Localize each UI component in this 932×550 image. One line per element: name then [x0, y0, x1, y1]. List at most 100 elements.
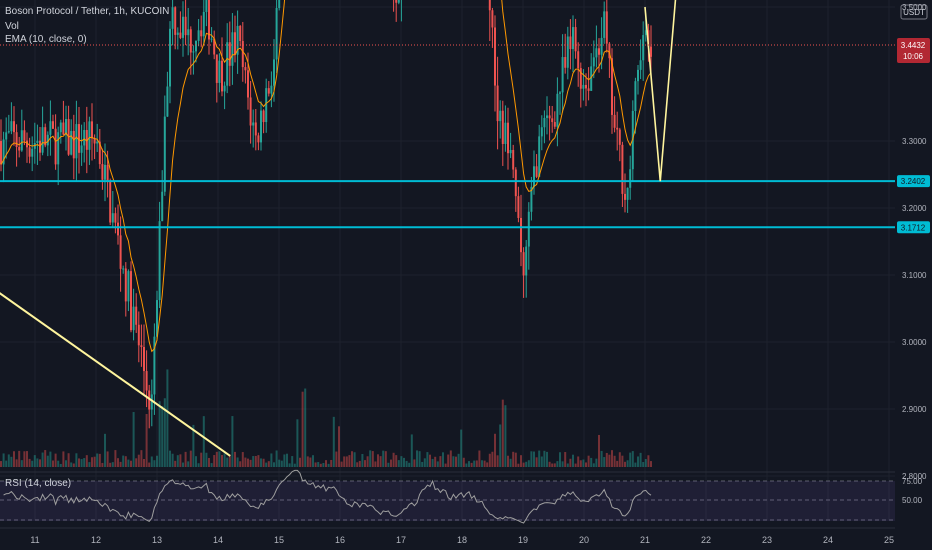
volume-bar	[634, 462, 637, 467]
volume-bar	[314, 462, 317, 467]
volume-bar	[325, 460, 327, 467]
volume-bar	[600, 450, 603, 467]
volume-bar	[275, 450, 278, 467]
candle-body	[189, 29, 192, 53]
volume-bar	[187, 461, 190, 467]
candle-body	[156, 300, 158, 337]
candlestick-series	[0, 0, 652, 429]
candle-body	[91, 121, 93, 139]
volume-bar	[2, 453, 5, 467]
vol-indicator-label[interactable]: Vol	[5, 21, 19, 32]
grid-lines	[0, 0, 895, 521]
volume-bar	[65, 460, 67, 467]
volume-bar	[283, 454, 286, 467]
candle-body	[488, 0, 491, 11]
volume-bars	[0, 369, 652, 467]
rsi-indicator-label[interactable]: RSI (14, close)	[5, 478, 72, 489]
volume-bar	[244, 457, 247, 467]
volume-bar	[247, 458, 249, 467]
volume-bar	[481, 460, 483, 467]
trend-line[interactable]	[0, 275, 231, 457]
volume-bar	[611, 450, 613, 467]
volume-bar	[15, 459, 18, 467]
volume-bar	[462, 457, 465, 467]
candle-body	[644, 30, 647, 36]
time-tick-label: 23	[762, 535, 772, 545]
price-axis[interactable]: USDT4.40004.30004.10004.00003.90003.8000…	[895, 0, 932, 550]
candle-body	[600, 37, 603, 55]
candle-body	[65, 119, 67, 135]
time-tick-label: 17	[396, 535, 406, 545]
volume-bar	[226, 457, 229, 467]
volume-bar	[647, 455, 650, 467]
candle-body	[140, 345, 143, 348]
volume-bar	[140, 450, 143, 467]
volume-bar	[535, 457, 538, 467]
volume-bar	[137, 454, 140, 467]
volume-bar	[444, 463, 447, 467]
candle-body	[52, 121, 54, 129]
candle-body	[603, 11, 606, 38]
candle-body	[525, 246, 528, 276]
time-axis[interactable]: 11 12 13 14 15 16 17 18 19 20 21 22 23 24 25	[0, 527, 895, 545]
volume-bar	[26, 451, 28, 467]
volume-bar	[31, 460, 34, 467]
candle-body	[106, 164, 109, 181]
ema-line	[0, 0, 652, 353]
candle-body	[540, 127, 543, 137]
volume-bar	[470, 462, 473, 467]
volume-bar	[278, 459, 281, 467]
candle-body	[621, 144, 624, 194]
candle-body	[616, 127, 619, 130]
volume-bar	[340, 461, 343, 467]
volume-bar	[166, 369, 169, 467]
level-price-badge	[897, 175, 930, 188]
volume-bar	[223, 453, 226, 467]
volume-bar	[613, 455, 616, 467]
candle-body	[598, 48, 600, 55]
horizontal-levels[interactable]	[0, 0, 895, 229]
volume-bar	[595, 458, 598, 467]
volume-bar	[23, 451, 26, 467]
volume-bar	[236, 457, 239, 467]
volume-bar	[574, 463, 577, 467]
volume-bar	[631, 451, 634, 467]
volume-bar	[150, 456, 153, 467]
volume-bar	[67, 453, 70, 467]
volume-bar	[228, 454, 231, 467]
projection-path[interactable]	[644, 0, 733, 182]
candle-body	[135, 306, 138, 325]
volume-bar	[270, 453, 273, 467]
candle-body	[72, 130, 75, 159]
volume-bar	[403, 457, 405, 467]
volume-bar	[111, 462, 114, 467]
volume-bar	[54, 453, 57, 467]
candle-body	[267, 88, 270, 94]
volume-bar	[13, 451, 15, 467]
volume-bar	[132, 412, 135, 467]
symbol-title[interactable]: Boson Protocol / Tether, 1h, KUCOIN	[5, 6, 170, 17]
currency-badge[interactable]	[900, 4, 928, 20]
candle-body	[75, 124, 78, 159]
candle-body	[590, 66, 593, 91]
volume-bar	[452, 456, 455, 467]
candle-body	[579, 68, 582, 89]
volume-bar	[91, 457, 93, 467]
candle-body	[78, 124, 80, 153]
volume-bar	[291, 456, 294, 467]
time-tick-label: 12	[91, 535, 101, 545]
ema-indicator-label[interactable]: EMA (10, close, 0)	[5, 34, 87, 45]
volume-bar	[184, 451, 187, 467]
volume-bar	[260, 458, 262, 467]
volume-bar	[200, 452, 203, 467]
candle-body	[608, 43, 611, 59]
candle-body	[70, 130, 73, 155]
candle-body	[213, 38, 216, 55]
volume-bar	[455, 456, 457, 467]
volume-bar	[145, 413, 148, 467]
volume-bar	[442, 452, 444, 467]
volume-bar	[28, 458, 31, 467]
volume-bar	[504, 405, 507, 467]
volume-bar	[286, 453, 288, 467]
